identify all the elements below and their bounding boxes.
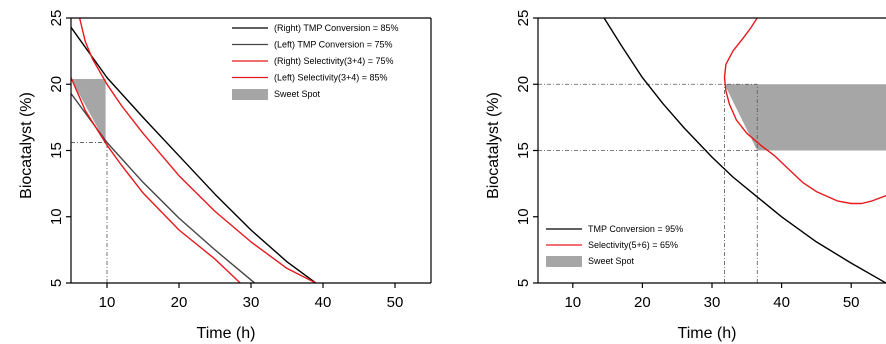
- x-axis-title: Time (h): [197, 325, 256, 342]
- plot-area: [71, 18, 317, 283]
- legend-item: (Left) TMP Conversion = 75%: [232, 40, 392, 50]
- legend-item: Sweet Spot: [232, 89, 321, 100]
- series-line-1: [71, 26, 317, 283]
- legend-item: (Left) Selectivity(3+4) = 85%: [232, 73, 388, 83]
- y-tick-label: 25: [48, 10, 65, 27]
- x-tick-label: 20: [634, 294, 651, 311]
- x-tick-label: 20: [171, 294, 188, 311]
- x-tick-label: 40: [773, 294, 790, 311]
- left-chart-panel: 5 10 15 20 25 10 20 30 40 50 Time (h) Biocatalyst (…: [18, 10, 432, 342]
- series-line-2: [723, 18, 886, 205]
- legend-label: TMP Conversion = 95%: [588, 224, 683, 234]
- legend-item: (Right) TMP Conversion = 85%: [232, 23, 398, 33]
- right-chart-panel: 5 10 15 20 25 10 20 30 40 50 Time (h) Biocatalyst (…: [485, 10, 886, 342]
- legend-swatch-box: [232, 89, 268, 100]
- legend: TMP Conversion = 95% Selectivity(5+6) = 6…: [546, 224, 683, 267]
- legend-label: Sweet Spot: [274, 89, 321, 99]
- y-axis-title: Biocatalyst (%): [18, 92, 35, 199]
- legend-item: TMP Conversion = 95%: [546, 224, 683, 234]
- y-axis-title: Biocatalyst (%): [485, 92, 502, 199]
- legend-item: Sweet Spot: [546, 256, 635, 267]
- plot-area: [538, 18, 886, 283]
- x-tick-label: 30: [243, 294, 260, 311]
- x-tick-label: 40: [315, 294, 332, 311]
- legend: (Right) TMP Conversion = 85% (Left) TMP C…: [232, 23, 398, 100]
- y-tick-label: 5: [515, 279, 532, 287]
- x-tick-label: 10: [99, 294, 116, 311]
- legend-label: (Right) Selectivity(3+4) = 75%: [274, 56, 394, 66]
- y-tick-label: 20: [515, 76, 532, 93]
- y-tick-label: 20: [48, 76, 65, 93]
- legend-item: (Right) Selectivity(3+4) = 75%: [232, 56, 394, 66]
- legend-item: Selectivity(5+6) = 65%: [546, 240, 678, 250]
- x-tick-label: 50: [843, 294, 860, 311]
- y-tick-label: 15: [515, 142, 532, 159]
- x-tick-label: 50: [387, 294, 404, 311]
- legend-label: Sweet Spot: [588, 256, 635, 266]
- sweet-spot-region: [724, 84, 886, 151]
- x-axis-title: Time (h): [678, 325, 737, 342]
- y-tick-label: 10: [515, 208, 532, 225]
- y-tick-label: 5: [48, 279, 65, 287]
- legend-label: (Left) TMP Conversion = 75%: [274, 40, 392, 50]
- x-tick-label: 10: [564, 294, 581, 311]
- y-tick-label: 10: [48, 208, 65, 225]
- legend-swatch-box: [546, 256, 582, 267]
- sweet-spot-region: [71, 79, 106, 143]
- x-tick-label: 30: [704, 294, 721, 311]
- legend-label: (Left) Selectivity(3+4) = 85%: [274, 73, 388, 83]
- series-line-4: [71, 77, 241, 283]
- series-line-1: [603, 18, 886, 283]
- y-tick-label: 15: [48, 142, 65, 159]
- y-tick-label: 25: [515, 10, 532, 27]
- legend-label: (Right) TMP Conversion = 85%: [274, 23, 398, 33]
- legend-label: Selectivity(5+6) = 65%: [588, 240, 678, 250]
- series-line-3: [78, 18, 317, 283]
